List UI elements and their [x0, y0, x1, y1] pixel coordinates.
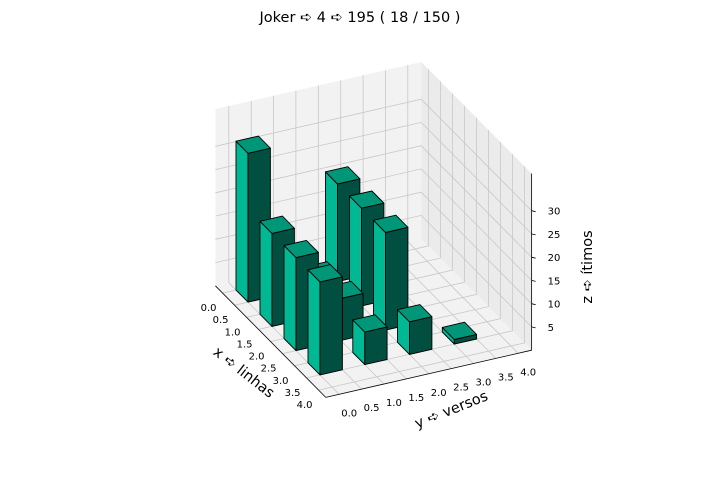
bar-0-front-face: [235, 140, 249, 303]
bar-9-front-face: [373, 219, 386, 331]
z-tick-label: 20: [548, 253, 561, 264]
z-tick-mark: [531, 303, 536, 306]
bar-11: [441, 321, 478, 345]
z-tick-mark: [531, 326, 536, 329]
bar-9: [373, 214, 409, 331]
bar-1-top-face: [259, 215, 295, 234]
bar-8-top-face: [349, 190, 385, 209]
y-tick-label: 0.5: [364, 403, 380, 414]
bar-3-front-face: [307, 269, 321, 376]
grid-lines: [215, 65, 532, 395]
grid-line-x: [318, 166, 525, 391]
x-tick-label: 3.5: [285, 388, 301, 399]
x-axis-line: [215, 285, 327, 398]
bar-9-top-face: [373, 214, 409, 233]
x-tick-label: 2.0: [249, 352, 265, 363]
grid-line-z: [215, 168, 532, 281]
grid-line-z: [215, 98, 532, 211]
bar-11-top-face: [441, 321, 478, 340]
bar-10: [397, 304, 433, 355]
z-tick-mark: [531, 256, 536, 259]
z-tick-mark: [531, 233, 536, 236]
bar-6-top-face: [352, 314, 388, 333]
x-tick-label: 1.5: [237, 339, 253, 350]
y-tick-label: 3.5: [498, 372, 514, 383]
bars: [235, 135, 478, 376]
bar-10-side-face: [409, 316, 433, 355]
x-tick-label: 3.0: [273, 376, 289, 387]
tick-labels: 0.00.51.01.52.02.53.03.54.00.0 0.5 1.0 1.5 2…: [201, 207, 561, 420]
x-tick-label: 0.5: [213, 315, 229, 326]
z-tick-label: 25: [548, 230, 561, 241]
y-tick-label: 2.0: [431, 388, 447, 399]
bar-3-top-face: [307, 264, 343, 283]
y-tick-label: 2.5: [453, 383, 469, 394]
x-tick-label: 4.0: [297, 400, 313, 411]
bar-1-front-face: [259, 220, 273, 327]
z-tick-mark: [531, 280, 536, 282]
y-tick-label: 0.0: [341, 408, 357, 419]
z-axis-label: z ➪ ítimos: [580, 230, 596, 303]
bar-2-front-face: [283, 245, 297, 352]
bar-0-top-face: [235, 135, 271, 154]
x-tick-label: 0.0: [201, 303, 217, 314]
z-tick-label: 5: [548, 323, 554, 334]
x-tick-label: 2.5: [261, 364, 277, 375]
bar-3: [307, 264, 343, 376]
bar-6-side-face: [364, 326, 388, 366]
y-tick-label: 1.0: [386, 398, 402, 409]
y-tick-label: 4.0: [520, 367, 536, 378]
y-axis-line: [325, 349, 532, 398]
bar-6: [352, 314, 388, 366]
y-tick-label: 3.0: [475, 378, 491, 389]
z-tick-mark: [531, 210, 536, 213]
z-tick-label: 15: [548, 276, 561, 287]
axis-lines: [215, 173, 533, 398]
z-tick-label: 10: [548, 300, 561, 311]
bar-2-top-face: [283, 239, 319, 259]
bar-10-top-face: [397, 304, 433, 323]
x-tick-label: 1.0: [225, 327, 241, 338]
grid-line-y: [228, 106, 340, 395]
grid-line-z: [215, 145, 532, 258]
grid-line-z: [215, 121, 532, 235]
y-axis-label: y ➪ versos: [413, 388, 491, 432]
bar-3-side-face: [319, 276, 343, 376]
chart-title: Joker ➪ 4 ➪ 195 ( 18 / 150 ): [259, 10, 461, 26]
bar-7-top-face: [325, 166, 361, 185]
y-tick-label: 1.5: [408, 393, 424, 404]
z-tick-label: 30: [548, 207, 561, 218]
